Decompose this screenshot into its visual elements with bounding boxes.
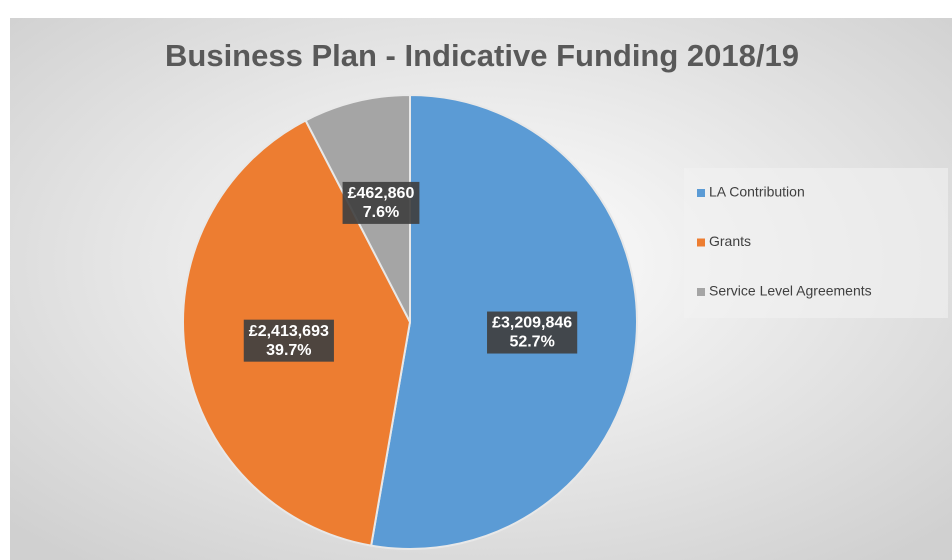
legend-label: LA Contribution — [709, 184, 805, 200]
legend-label: Grants — [709, 233, 751, 249]
data-label-box — [487, 311, 578, 354]
data-label-box — [243, 319, 334, 362]
data-label-value: £3,209,846 — [492, 315, 572, 332]
data-label-value: £462,860 — [348, 185, 415, 202]
legend-swatch — [697, 189, 705, 197]
data-label-box — [342, 181, 420, 224]
legend-box — [684, 168, 948, 318]
data-label-value: £2,413,693 — [249, 323, 329, 340]
legend-label: Service Level Agreements — [709, 283, 872, 299]
chart-title: Business Plan - Indicative Funding 2018/… — [165, 38, 799, 73]
data-label-percent: 52.7% — [509, 334, 554, 351]
data-label-percent: 39.7% — [266, 342, 311, 359]
legend-swatch — [697, 238, 705, 247]
legend-swatch — [697, 288, 705, 296]
data-label-percent: 7.6% — [363, 204, 399, 221]
